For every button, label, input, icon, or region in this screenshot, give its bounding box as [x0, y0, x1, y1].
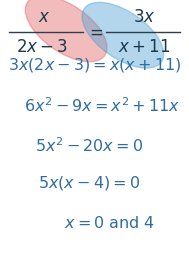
Text: $x+11$: $x+11$	[118, 38, 171, 56]
Text: $3x(2x-3) = x(x+11)$: $3x(2x-3) = x(x+11)$	[8, 56, 181, 74]
Ellipse shape	[82, 2, 164, 68]
Text: $x = 0$ and $4$: $x = 0$ and $4$	[64, 215, 155, 231]
Text: $2x-3$: $2x-3$	[16, 38, 69, 56]
Text: $3x$: $3x$	[133, 8, 156, 26]
Text: $6x^2-9x = x^2+11x$: $6x^2-9x = x^2+11x$	[24, 96, 180, 115]
Ellipse shape	[25, 0, 107, 62]
Text: $5x^2-20x = 0$: $5x^2-20x = 0$	[35, 136, 143, 155]
Text: $x$: $x$	[38, 8, 51, 26]
Text: $=$: $=$	[86, 23, 103, 41]
Text: $5x(x-4) = 0$: $5x(x-4) = 0$	[38, 174, 140, 192]
